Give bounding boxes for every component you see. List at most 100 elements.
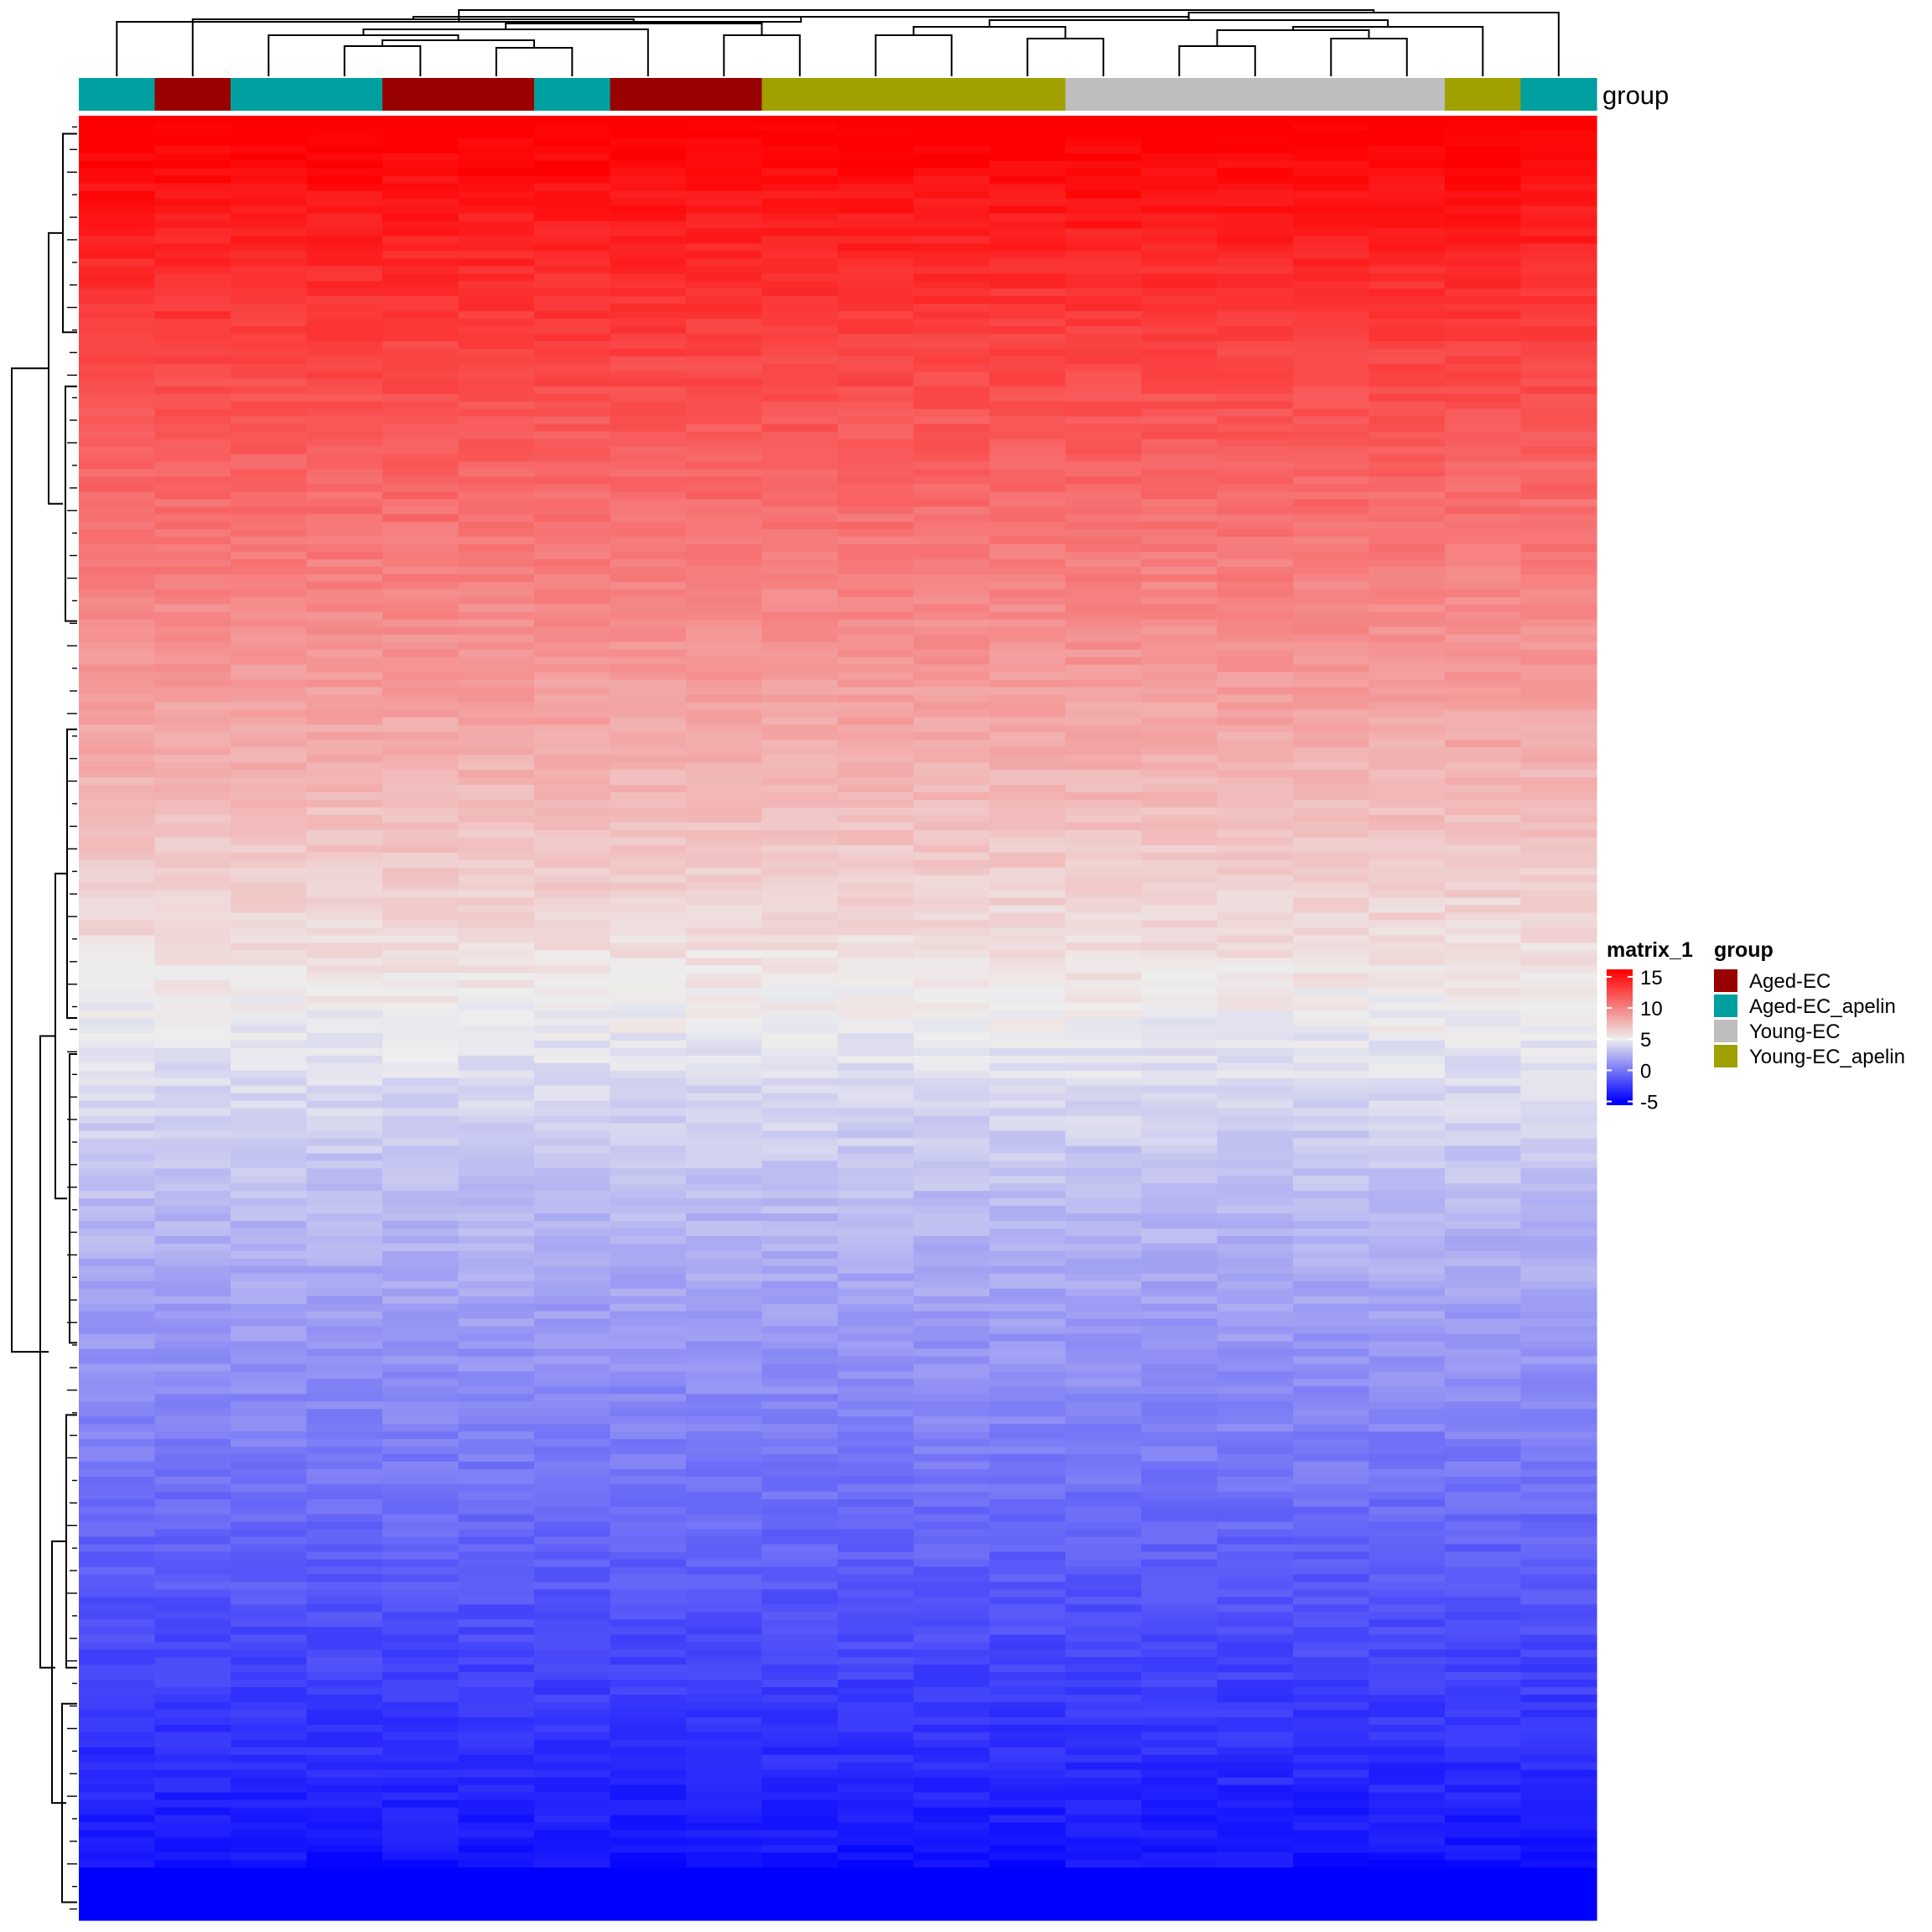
heatmap-cell xyxy=(989,770,1067,778)
heatmap-cell xyxy=(382,755,460,763)
heatmap-cell xyxy=(913,687,990,696)
heatmap-cell xyxy=(989,702,1067,710)
heatmap-cell xyxy=(838,1529,915,1538)
heatmap-cell xyxy=(1520,386,1597,395)
heatmap-cell xyxy=(79,1431,156,1440)
heatmap-cell xyxy=(1065,1326,1142,1335)
heatmap-cell xyxy=(231,1687,308,1696)
heatmap-cell xyxy=(989,1483,1067,1493)
heatmap-cell xyxy=(1520,852,1597,861)
heatmap-cell xyxy=(761,1371,839,1379)
heatmap-cell xyxy=(382,1258,460,1267)
heatmap-cell xyxy=(610,1665,687,1673)
heatmap-cell xyxy=(231,1665,308,1673)
heatmap-cell xyxy=(306,626,383,636)
heatmap-cell xyxy=(1445,672,1522,681)
heatmap-cell xyxy=(231,1792,308,1801)
heatmap-cell xyxy=(1217,1333,1294,1343)
heatmap-cell xyxy=(989,1025,1067,1034)
heatmap-cell xyxy=(1368,1326,1446,1335)
heatmap-cell xyxy=(382,371,460,380)
heatmap-cell xyxy=(1065,649,1142,658)
heatmap-cell xyxy=(913,130,990,139)
heatmap-cell xyxy=(79,537,156,545)
annotation-cell xyxy=(686,78,763,111)
heatmap-cell xyxy=(1520,326,1597,335)
heatmap-cell xyxy=(1520,1244,1597,1252)
heatmap-cell xyxy=(1141,1905,1218,1914)
heatmap-cell xyxy=(989,1439,1067,1447)
heatmap-cell xyxy=(306,1003,383,1011)
heatmap-cell xyxy=(306,980,383,989)
heatmap-cell xyxy=(382,943,460,951)
heatmap-cell xyxy=(1217,160,1294,169)
heatmap-cell xyxy=(610,1574,687,1583)
heatmap-cell xyxy=(686,281,763,289)
heatmap-cell xyxy=(1445,829,1522,839)
heatmap-cell xyxy=(913,348,990,357)
heatmap-cell xyxy=(154,1371,231,1379)
heatmap-cell xyxy=(1141,1010,1218,1019)
heatmap-cell xyxy=(1217,371,1294,380)
heatmap-cell xyxy=(913,1010,990,1019)
heatmap-cell xyxy=(1065,356,1142,365)
heatmap-cell xyxy=(231,1326,308,1335)
heatmap-cell xyxy=(306,641,383,651)
heatmap-cell xyxy=(382,717,460,725)
heatmap-cell xyxy=(1065,1634,1142,1643)
heatmap-cell xyxy=(838,799,915,808)
heatmap-cell xyxy=(382,130,460,139)
heatmap-cell xyxy=(231,657,308,666)
heatmap-cell xyxy=(534,1244,611,1252)
heatmap-cell xyxy=(231,664,308,673)
heatmap-cell xyxy=(231,1424,308,1432)
heatmap-cell xyxy=(838,138,915,147)
heatmap-cell xyxy=(534,1589,611,1598)
heatmap-cell xyxy=(306,882,383,891)
heatmap-cell xyxy=(231,829,308,839)
heatmap-cell xyxy=(1217,740,1294,748)
heatmap-cell xyxy=(382,574,460,583)
heatmap-cell xyxy=(1065,1145,1142,1154)
heatmap-cell xyxy=(534,1476,611,1485)
heatmap-cell xyxy=(1520,537,1597,545)
heatmap-cell xyxy=(913,702,990,710)
heatmap-cell xyxy=(989,1695,1067,1703)
heatmap-cell xyxy=(1065,1431,1142,1440)
heatmap-cell xyxy=(1520,1040,1597,1049)
heatmap-cell xyxy=(306,740,383,748)
heatmap-cell xyxy=(913,1830,990,1838)
heatmap-cell xyxy=(686,544,763,553)
heatmap-cell xyxy=(1217,890,1294,899)
heatmap-cell xyxy=(154,198,231,207)
heatmap-cell xyxy=(1368,1762,1446,1771)
heatmap-cell xyxy=(1293,499,1370,507)
heatmap-cell xyxy=(79,348,156,357)
heatmap-cell xyxy=(989,1206,1067,1214)
heatmap-cell xyxy=(1293,1424,1370,1432)
heatmap-cell xyxy=(458,1672,535,1680)
heatmap-cell xyxy=(1368,251,1446,259)
heatmap-cell xyxy=(154,905,231,914)
heatmap-cell xyxy=(686,792,763,801)
heatmap-cell xyxy=(761,1228,839,1237)
heatmap-cell xyxy=(534,702,611,710)
heatmap-cell xyxy=(913,1612,990,1620)
heatmap-cell xyxy=(989,454,1067,463)
heatmap-cell xyxy=(534,205,611,215)
heatmap-cell xyxy=(382,205,460,215)
heatmap-cell xyxy=(686,1514,763,1523)
heatmap-cell xyxy=(306,567,383,575)
heatmap-cell xyxy=(79,221,156,230)
heatmap-cell xyxy=(610,943,687,951)
heatmap-cell xyxy=(1217,348,1294,357)
heatmap-cell xyxy=(1141,1047,1218,1057)
heatmap-cell xyxy=(458,732,535,740)
heatmap-cell xyxy=(79,1198,156,1207)
heatmap-cell xyxy=(1520,717,1597,725)
heatmap-cell xyxy=(913,1040,990,1049)
heatmap-cell xyxy=(306,762,383,771)
heatmap-cell xyxy=(989,1018,1067,1026)
heatmap-cell xyxy=(989,1754,1067,1763)
